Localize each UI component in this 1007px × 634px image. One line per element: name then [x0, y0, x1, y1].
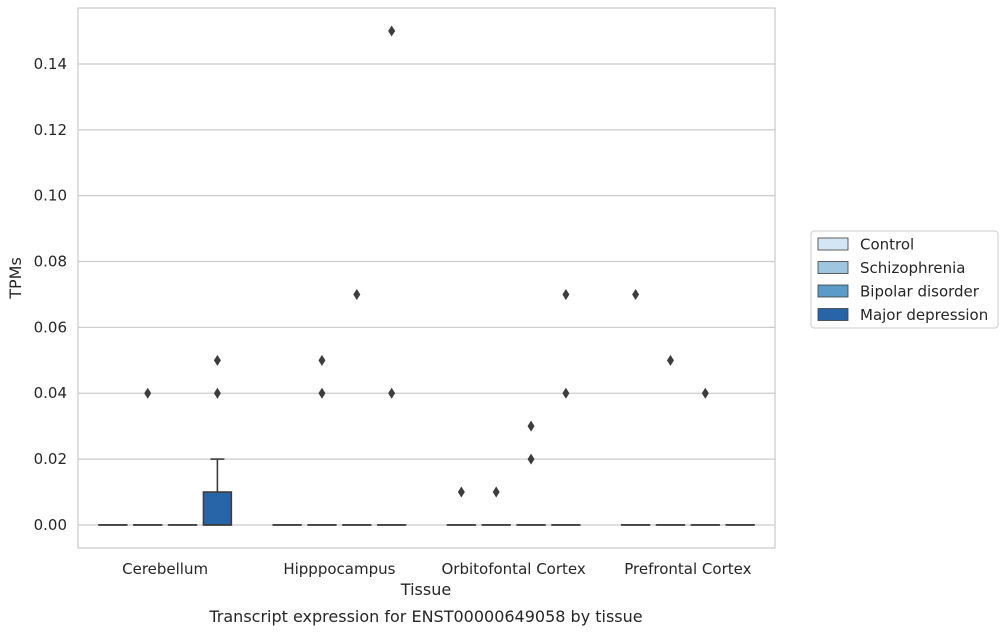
outlier-point	[527, 420, 535, 432]
y-tick-label: 0.04	[34, 384, 67, 402]
x-tick-label: Cerebellum	[122, 560, 208, 578]
outlier-point	[388, 387, 396, 399]
box	[690, 387, 721, 526]
y-axis-label: TPMs	[6, 257, 25, 300]
box	[655, 354, 686, 526]
outlier-point	[353, 288, 361, 300]
box	[516, 420, 546, 526]
box	[551, 288, 581, 526]
box	[481, 486, 511, 526]
box	[620, 288, 651, 526]
x-tick-label: Prefrontal Cortex	[624, 560, 751, 578]
y-tick-label: 0.10	[34, 187, 67, 205]
outlier-point	[562, 288, 570, 300]
box	[446, 486, 477, 526]
outlier-point	[318, 387, 326, 399]
outlier-point	[492, 486, 500, 498]
box-body	[202, 491, 233, 526]
x-tick-label: Hipppocampus	[283, 560, 395, 578]
outlier-point	[527, 453, 535, 465]
outlier-point	[632, 288, 640, 300]
outlier-point	[666, 354, 674, 366]
y-axis-ticks: 0.00 0.02 0.04 0.06 0.08 0.10 0.12 0.14	[34, 55, 67, 534]
legend-swatch	[817, 284, 849, 298]
box	[307, 354, 337, 526]
y-tick-label: 0.00	[34, 516, 67, 534]
legend-swatch	[817, 261, 849, 274]
outlier-point	[144, 387, 152, 399]
outlier-point	[318, 354, 326, 366]
outlier-point	[457, 486, 465, 498]
box	[132, 387, 163, 526]
x-axis-label: Tissue	[400, 580, 451, 599]
box	[342, 288, 372, 526]
y-tick-label: 0.14	[34, 55, 67, 73]
plot-frame	[77, 7, 776, 549]
outlier-point	[213, 354, 221, 366]
legend-label: Major depression	[860, 306, 988, 324]
outlier-point	[701, 387, 709, 399]
legend-frame	[810, 230, 999, 329]
x-axis-ticks: Cerebellum Hipppocampus Orbitofontal Corte…	[122, 560, 751, 578]
box	[376, 25, 407, 526]
legend-label: Schizophrenia	[860, 259, 965, 277]
outlier-point	[562, 387, 570, 399]
legend-label: Bipolar disorder	[860, 283, 980, 301]
legend: Control Schizophrenia Bipolar disorder Majo…	[810, 230, 999, 329]
chart-caption: Transcript expression for ENST0000064905…	[208, 607, 642, 626]
x-tick-label: Orbitofontal Cortex	[442, 560, 586, 578]
outlier-point	[213, 387, 221, 399]
box	[202, 354, 233, 526]
y-tick-label: 0.02	[34, 450, 67, 468]
plot-area	[78, 8, 775, 548]
outlier-point	[388, 25, 396, 37]
legend-label: Control	[860, 236, 914, 254]
y-tick-label: 0.12	[34, 121, 67, 139]
gridlines	[78, 63, 775, 526]
legend-swatch	[817, 308, 849, 321]
y-tick-label: 0.08	[34, 253, 67, 271]
legend-swatch	[817, 237, 849, 251]
box-series	[98, 25, 755, 526]
y-tick-label: 0.06	[34, 318, 67, 336]
